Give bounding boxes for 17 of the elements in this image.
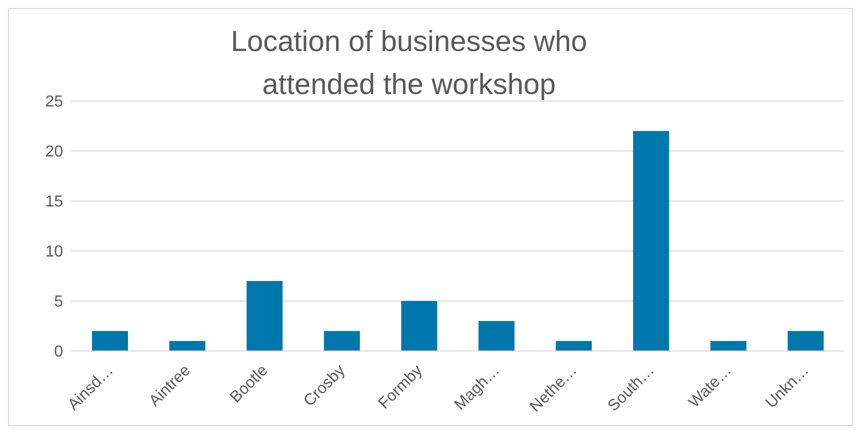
bar bbox=[324, 331, 360, 351]
bar bbox=[169, 341, 206, 351]
y-tick-label: 0 bbox=[54, 344, 64, 361]
y-tick-label: 15 bbox=[45, 194, 64, 211]
y-tick-label: 5 bbox=[54, 294, 64, 311]
bar bbox=[92, 331, 128, 351]
y-tick-label: 25 bbox=[45, 94, 64, 111]
bar bbox=[710, 341, 746, 351]
bar bbox=[401, 301, 438, 351]
chart-title: Location of businesses who attended the workshop bbox=[230, 25, 588, 103]
y-tick-label: 20 bbox=[45, 144, 64, 161]
y-tick-label: 10 bbox=[45, 244, 64, 261]
bar bbox=[788, 331, 824, 351]
bar bbox=[633, 131, 670, 351]
bar bbox=[246, 281, 283, 351]
bar bbox=[478, 321, 514, 351]
bar bbox=[556, 341, 592, 351]
